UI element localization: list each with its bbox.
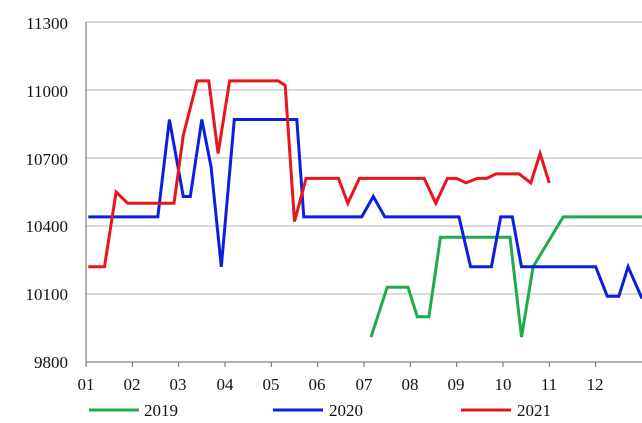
x-tick-label: 12 — [587, 375, 604, 394]
y-tick-label: 9800 — [34, 353, 68, 372]
y-tick-label: 10100 — [26, 285, 69, 304]
legend-item-2021: 2021 — [461, 401, 551, 420]
legend-label: 2019 — [144, 401, 178, 420]
x-tick-label: 01 — [78, 375, 95, 394]
x-tick-label: 07 — [356, 375, 374, 394]
x-tick-label: 08 — [402, 375, 419, 394]
x-tick-label: 05 — [263, 375, 280, 394]
legend-label: 2020 — [329, 401, 363, 420]
y-tick-label: 10700 — [26, 150, 69, 169]
gridlines — [86, 21, 642, 363]
y-tick-label: 11300 — [26, 14, 68, 33]
x-tick-label: 03 — [170, 375, 187, 394]
y-tick-label: 11000 — [26, 82, 68, 101]
series-lines — [88, 79, 642, 338]
legend-label: 2021 — [517, 401, 551, 420]
y-tick-label: 10400 — [26, 217, 69, 236]
x-tick-label: 04 — [217, 375, 235, 394]
x-tick-labels: 01 02 03 04 05 06 07 08 09 10 11 12 — [78, 375, 604, 394]
plot-area — [85, 21, 642, 367]
x-tick-label: 09 — [448, 375, 465, 394]
x-tick-label: 11 — [541, 375, 557, 394]
legend-item-2019: 2019 — [89, 401, 178, 420]
x-tick-marks — [85, 362, 597, 367]
series-line-2021 — [88, 79, 551, 269]
x-tick-label: 10 — [495, 375, 512, 394]
legend-item-2020: 2020 — [273, 401, 363, 420]
x-tick-label: 06 — [309, 375, 326, 394]
series-line-2019 — [369, 215, 642, 338]
legend: 2019 2020 2021 — [89, 401, 551, 420]
series-line-2020 — [88, 118, 642, 300]
x-tick-label: 02 — [124, 375, 141, 394]
y-tick-labels: 11300 11000 10700 10400 10100 9800 — [26, 14, 69, 372]
